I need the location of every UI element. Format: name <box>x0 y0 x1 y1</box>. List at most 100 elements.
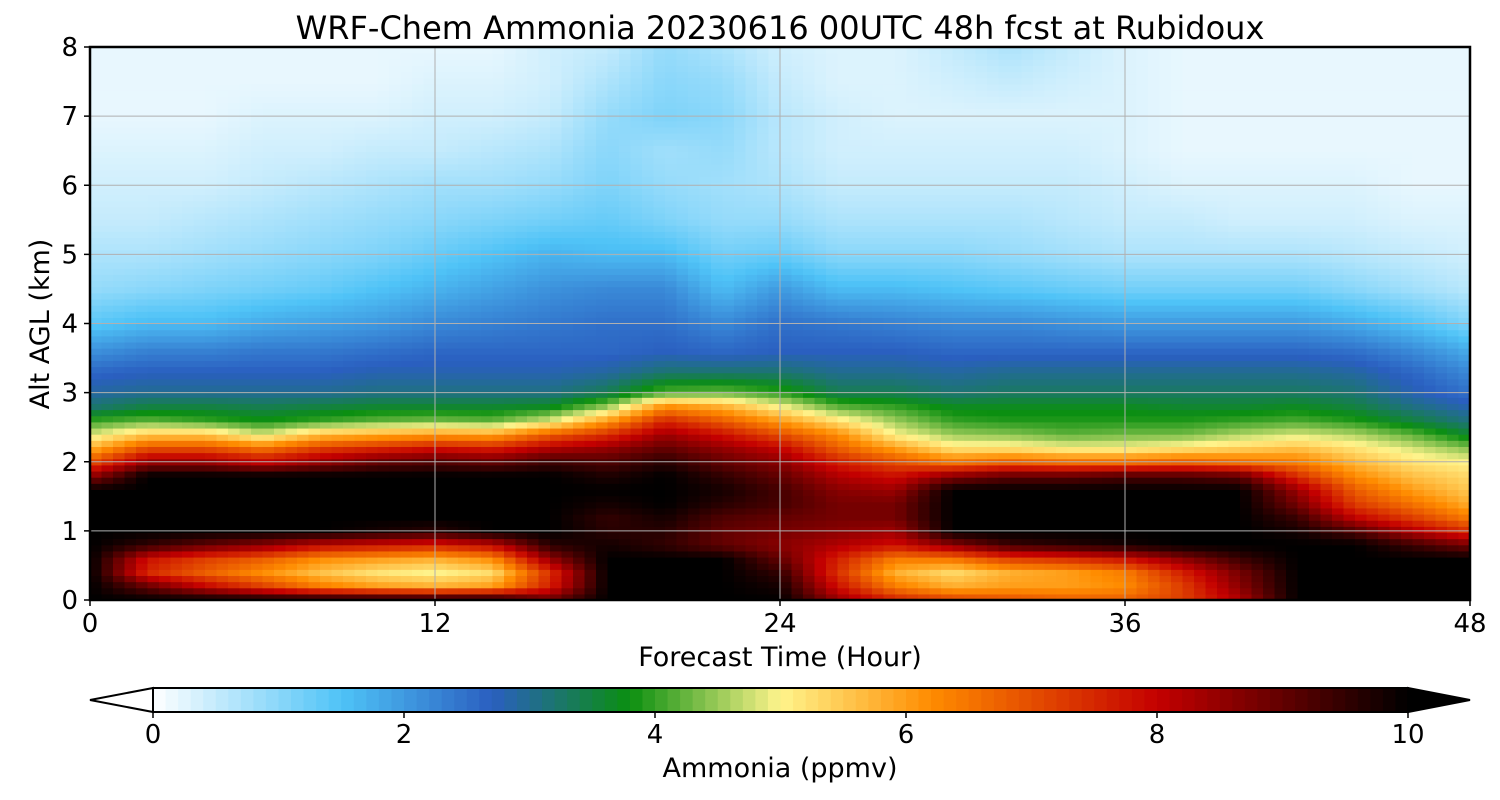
heatmap-cell <box>400 323 413 331</box>
heatmap-cell <box>354 206 367 214</box>
heatmap-cell <box>308 587 321 595</box>
heatmap-cell <box>469 133 482 140</box>
heatmap-cell <box>170 311 183 318</box>
heatmap-cell <box>262 360 275 368</box>
heatmap-cell <box>515 292 528 300</box>
heatmap-cell <box>377 163 390 171</box>
heatmap-cell <box>561 102 574 110</box>
heatmap-cell <box>354 520 367 527</box>
heatmap-cell <box>412 403 425 411</box>
heatmap-cell <box>354 409 367 417</box>
heatmap-cell <box>653 507 666 515</box>
heatmap-cell <box>101 200 114 208</box>
heatmap-cell <box>481 483 494 490</box>
heatmap-cell <box>642 483 655 490</box>
heatmap-cell <box>297 563 310 570</box>
heatmap-cell <box>458 206 471 214</box>
heatmap-cell <box>113 329 126 337</box>
heatmap-cell <box>481 206 494 214</box>
heatmap-cell <box>170 427 183 435</box>
heatmap-cell <box>377 83 390 91</box>
heatmap-cell <box>435 145 448 153</box>
heatmap-cell <box>101 145 114 153</box>
heatmap-cell <box>170 157 183 165</box>
heatmap-cell <box>113 280 126 288</box>
heatmap-cell <box>711 90 724 97</box>
heatmap-cell <box>136 280 149 288</box>
heatmap-cell <box>412 53 425 60</box>
heatmap-cell <box>377 354 390 361</box>
heatmap-cell <box>101 348 114 355</box>
heatmap-cell <box>515 212 528 220</box>
heatmap-cell <box>573 243 586 251</box>
heatmap-cell <box>584 532 597 540</box>
heatmap-cell <box>446 151 459 159</box>
heatmap-cell <box>343 556 356 564</box>
heatmap-cell <box>676 298 689 306</box>
heatmap-cell <box>446 102 459 110</box>
heatmap-cell <box>665 298 678 306</box>
heatmap-cell <box>274 341 287 349</box>
heatmap-cell <box>205 311 218 318</box>
heatmap-cell <box>676 335 689 343</box>
heatmap-cell <box>262 464 275 472</box>
heatmap-cell <box>216 237 229 245</box>
heatmap-cell <box>331 169 344 177</box>
heatmap-cell <box>136 200 149 208</box>
heatmap-cell <box>251 200 264 208</box>
heatmap-cell <box>561 335 574 343</box>
heatmap-cell <box>320 348 333 355</box>
heatmap-cell <box>561 151 574 159</box>
heatmap-cell <box>285 446 298 454</box>
heatmap-cell <box>228 587 241 595</box>
heatmap-cell <box>182 354 195 361</box>
heatmap-cell <box>435 169 448 177</box>
heatmap-cell <box>377 206 390 214</box>
heatmap-cell <box>653 464 666 472</box>
heatmap-cell <box>504 348 517 355</box>
heatmap-cell <box>285 96 298 103</box>
heatmap-cell <box>527 378 540 386</box>
heatmap-cell <box>642 286 655 294</box>
heatmap-cell <box>596 563 609 570</box>
heatmap-cell <box>573 563 586 570</box>
heatmap-cell <box>205 176 218 183</box>
heatmap-cell <box>354 114 367 122</box>
heatmap-cell <box>216 102 229 110</box>
heatmap-cell <box>469 157 482 165</box>
heatmap-cell <box>343 96 356 103</box>
heatmap-cell <box>182 311 195 318</box>
heatmap-cell <box>642 255 655 263</box>
heatmap-cell <box>676 544 689 552</box>
heatmap-cell <box>320 501 333 509</box>
heatmap-cell <box>561 305 574 312</box>
heatmap-cell <box>458 305 471 312</box>
heatmap-cell <box>308 495 321 503</box>
heatmap-cell <box>147 317 160 325</box>
heatmap-cell <box>297 292 310 300</box>
heatmap-cell <box>205 65 218 73</box>
heatmap-cell <box>642 71 655 79</box>
heatmap-cell <box>423 501 436 509</box>
heatmap-cell <box>596 151 609 159</box>
heatmap-cell <box>354 569 367 577</box>
heatmap-cell <box>354 415 367 423</box>
heatmap-cell <box>722 323 735 331</box>
heatmap-cell <box>228 243 241 251</box>
heatmap-cell <box>492 354 505 361</box>
heatmap-cell <box>596 556 609 564</box>
heatmap-cell <box>630 348 643 355</box>
heatmap-cell <box>377 176 390 183</box>
heatmap-cell <box>377 593 390 601</box>
heatmap-cell <box>274 520 287 527</box>
heatmap-cell <box>320 569 333 577</box>
heatmap-cell <box>170 341 183 349</box>
heatmap-cell <box>205 139 218 146</box>
heatmap-cell <box>205 391 218 398</box>
heatmap-cell <box>331 292 344 300</box>
heatmap-cell <box>492 556 505 564</box>
heatmap-cell <box>320 292 333 300</box>
heatmap-cell <box>676 139 689 146</box>
heatmap-cell <box>665 477 678 484</box>
heatmap-cell <box>366 587 379 595</box>
